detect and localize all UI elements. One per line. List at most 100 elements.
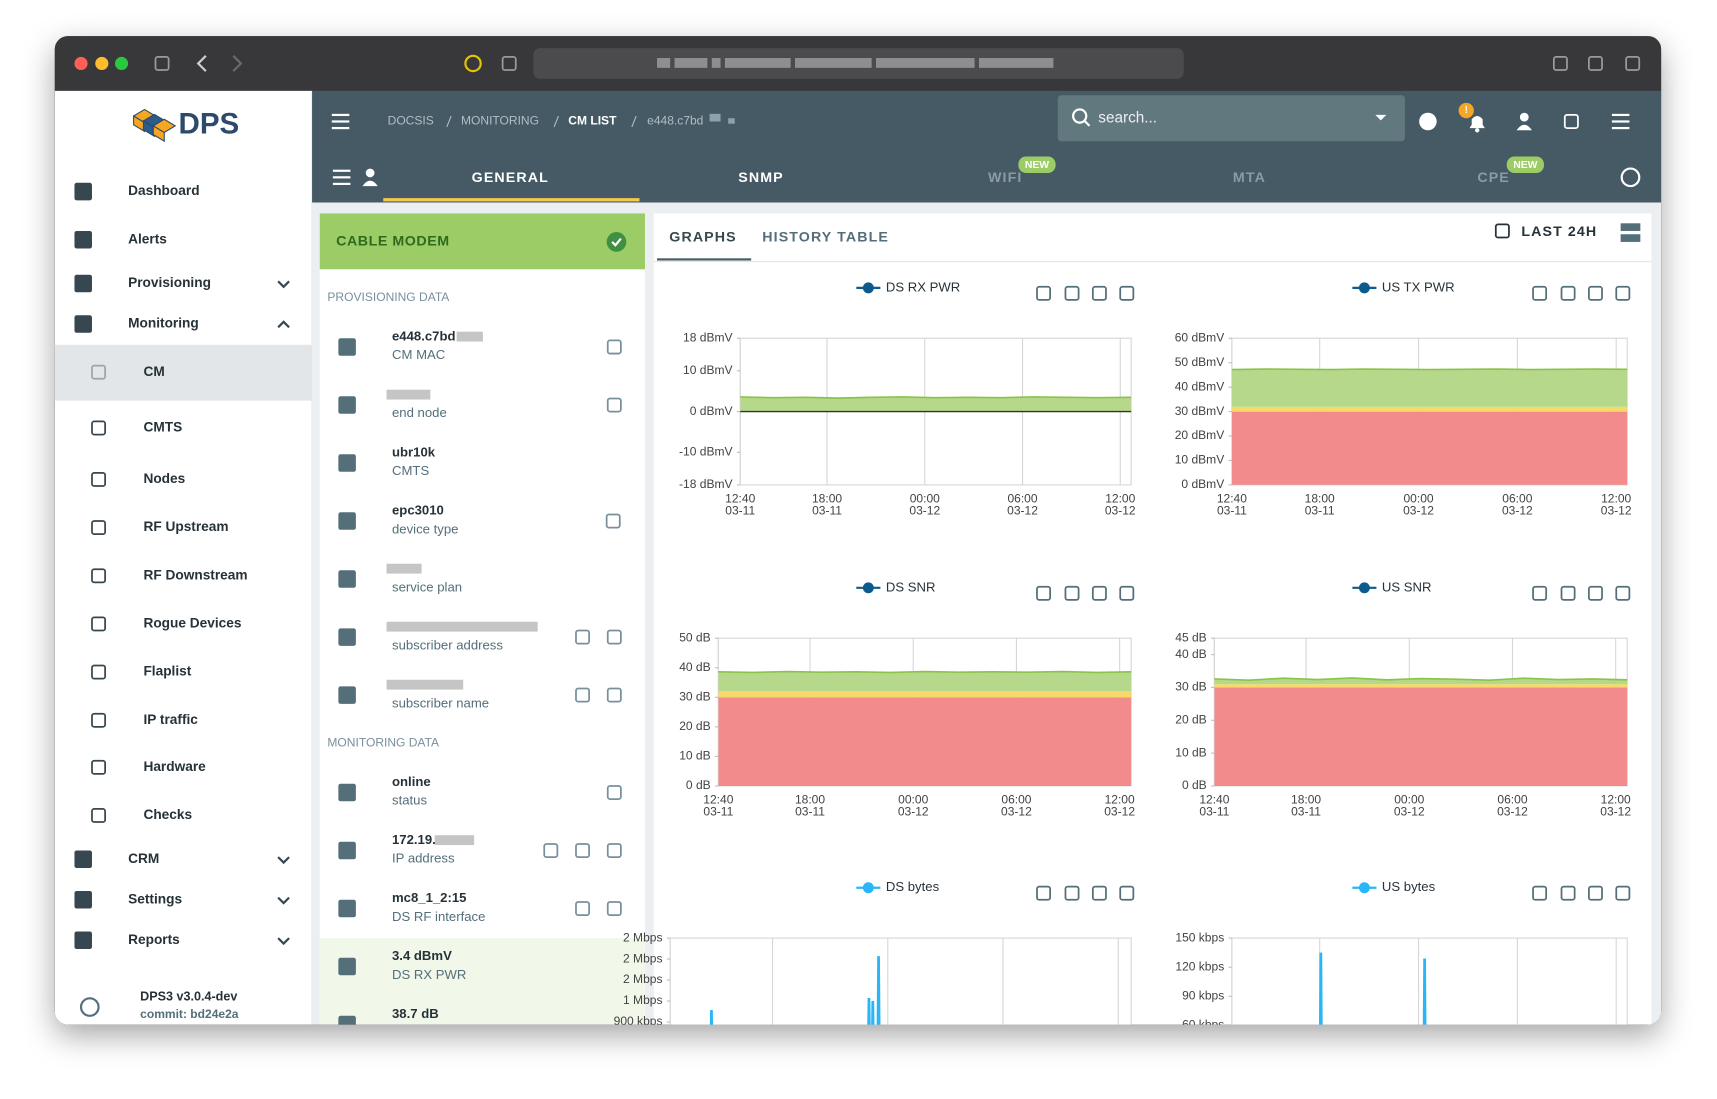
nav-item[interactable]: Alerts [128,231,167,246]
icon[interactable] [1625,56,1641,71]
icon[interactable] [74,230,92,249]
nav-item[interactable]: Reports [128,932,180,947]
tab[interactable]: MTA [1233,170,1266,186]
icon[interactable] [91,616,106,632]
icon[interactable] [1064,885,1080,901]
icon[interactable] [543,843,559,858]
icon[interactable] [91,712,106,728]
icon[interactable] [332,169,351,185]
icon[interactable] [74,931,92,950]
back-button[interactable] [196,55,207,72]
nav-item[interactable]: Nodes [143,471,185,486]
icon[interactable] [1064,285,1080,301]
icon[interactable] [91,759,106,775]
icon[interactable] [575,687,590,703]
icon[interactable] [1611,113,1630,130]
icon[interactable] [91,364,106,380]
icon[interactable] [1119,285,1135,301]
chart-title[interactable]: US TX PWR [1382,279,1455,294]
breadcrumb-item[interactable]: CM LIST [568,114,617,128]
icon[interactable] [1615,885,1631,901]
icon[interactable] [1588,585,1603,601]
nav-item[interactable]: CMTS [143,420,182,435]
nav-item[interactable]: Hardware [143,759,206,774]
nav-item[interactable]: CM [143,364,164,379]
icon[interactable] [91,520,106,536]
tab[interactable]: WIFI [988,170,1022,186]
icon[interactable] [575,901,590,916]
icon[interactable] [1119,885,1135,901]
icon[interactable] [91,420,106,436]
chart-title[interactable]: DS SNR [886,579,936,594]
search-placeholder[interactable]: search... [1098,109,1157,126]
nav-item[interactable]: Provisioning [128,275,211,290]
chart-title[interactable]: US SNR [1382,579,1432,594]
time-range[interactable]: LAST 24H [1521,224,1597,240]
icon[interactable] [1091,885,1107,901]
icon[interactable] [1560,885,1576,901]
icon[interactable] [606,397,622,413]
chart-title[interactable]: DS RX PWR [886,279,960,294]
tab[interactable]: SNMP [738,170,783,186]
icon[interactable] [1091,585,1107,601]
icon[interactable] [1532,885,1548,901]
icon[interactable] [277,937,290,946]
icon[interactable] [1036,885,1052,901]
icon[interactable] [74,891,92,909]
chart-title[interactable]: DS bytes [886,879,940,894]
extension-icon[interactable] [464,54,482,73]
icon[interactable] [1552,56,1568,71]
chart-title[interactable]: US bytes [1382,879,1436,894]
graphs-tab[interactable]: HISTORY TABLE [762,229,889,245]
icon[interactable] [74,850,92,869]
icon[interactable] [1615,585,1631,601]
breadcrumb-item[interactable]: DOCSIS [388,114,434,128]
icon[interactable] [606,629,622,645]
icon[interactable] [606,339,622,355]
icon[interactable] [1419,112,1437,131]
icon[interactable] [606,843,622,858]
icon[interactable] [1036,585,1052,601]
icon[interactable] [606,901,622,916]
nav-item[interactable]: RF Upstream [143,519,228,534]
icon[interactable] [575,843,590,858]
nav-item[interactable]: Dashboard [128,183,199,198]
icon[interactable] [154,56,170,71]
forward-button[interactable] [232,55,243,72]
search-box[interactable] [1057,95,1405,142]
nav-item[interactable]: CRM [128,851,159,866]
icon[interactable] [362,168,378,187]
icon[interactable] [1563,114,1579,129]
graphs-tab[interactable]: GRAPHS [669,229,736,245]
icon[interactable] [331,113,350,130]
window-button[interactable] [74,56,88,71]
icon[interactable] [575,629,590,645]
window-button[interactable] [95,56,109,71]
icon[interactable] [1588,56,1603,71]
nav-item[interactable]: Rogue Devices [143,616,241,631]
nav-item[interactable]: Flaplist [143,664,191,679]
icon[interactable] [606,785,622,800]
nav-item[interactable]: Checks [143,807,192,822]
tab[interactable]: CPE [1477,170,1510,186]
icon[interactable] [606,687,622,703]
nav-item[interactable]: Monitoring [128,316,199,331]
icon[interactable] [1469,116,1485,133]
icon[interactable] [79,997,100,1017]
icon[interactable] [1615,285,1631,301]
icon[interactable] [1620,167,1641,188]
icon[interactable] [501,56,517,71]
icon[interactable] [1532,285,1548,301]
icon[interactable] [1119,585,1135,601]
icon[interactable] [1064,585,1080,601]
icon[interactable] [1560,585,1576,601]
icon[interactable] [605,513,621,529]
icon[interactable] [1494,223,1510,239]
icon[interactable] [91,472,106,487]
icon[interactable] [91,568,106,584]
icon[interactable] [1036,285,1052,301]
icon[interactable] [1588,285,1603,301]
icon[interactable] [277,280,290,289]
tab[interactable]: GENERAL [472,170,549,186]
icon[interactable] [277,896,290,905]
